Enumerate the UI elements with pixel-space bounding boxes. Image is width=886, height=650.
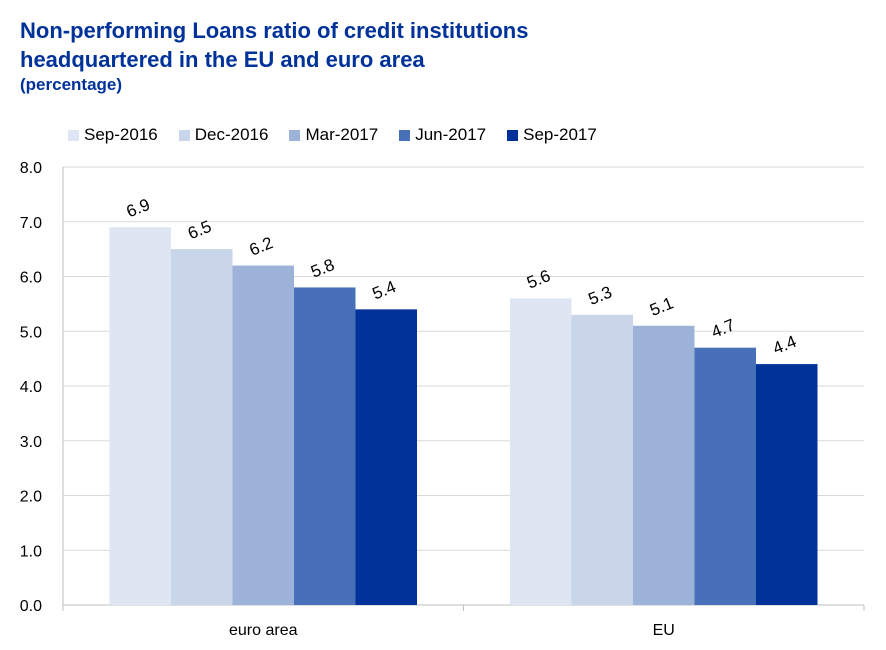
legend-label: Sep-2016 [84,125,158,144]
bar-mar-2017-euro-area [232,265,294,605]
y-tick-label: 7.0 [20,215,42,232]
data-label: 5.6 [524,266,553,292]
y-tick-label: 2.0 [20,489,42,506]
legend-swatch [507,129,519,141]
legend-label: Jun-2017 [415,125,487,144]
chart-title-line1: Non-performing Loans ratio of credit ins… [20,18,529,43]
data-label: 6.2 [247,233,276,259]
chart-subtitle: (percentage) [20,75,123,94]
bar-sep-2017-euro-area [355,309,417,605]
y-tick-label: 4.0 [20,379,42,396]
legend-item-dec-2016: Dec-2016 [178,125,269,145]
bar-dec-2016-euro-area [171,249,233,605]
bar-dec-2016-eu [571,314,633,605]
bar-jun-2017-eu [694,347,756,605]
y-tick-label: 3.0 [20,434,42,451]
legend-item-sep-2017: Sep-2017 [507,125,597,145]
legend-item-sep-2016: Sep-2016 [68,125,158,145]
legend-swatch [289,129,301,141]
legend: Sep-2016 Dec-2016 Mar-2017 Jun-2017 Sep-… [68,125,618,145]
data-label: 6.9 [124,195,153,221]
y-tick-label: 1.0 [20,543,42,560]
bar-sep-2016-eu [510,298,572,605]
data-label: 5.8 [308,255,337,281]
data-label: 4.4 [770,332,799,358]
legend-label: Mar-2017 [305,125,379,144]
legend-label: Sep-2017 [523,125,597,144]
y-tick-label: 8.0 [20,160,42,177]
data-label: 6.5 [185,217,214,243]
legend-swatch [399,129,411,141]
x-category-label: EU [653,622,675,639]
y-tick-label: 5.0 [20,324,42,341]
legend-label: Dec-2016 [194,125,269,144]
y-tick-label: 0.0 [20,598,42,615]
legend-swatch [68,129,79,141]
bar-jun-2017-euro-area [294,287,356,605]
data-label: 4.7 [709,315,738,341]
chart-title: Non-performing Loans ratio of credit ins… [20,16,528,74]
bar-sep-2017-eu [756,364,818,605]
legend-swatch [178,129,190,141]
data-label: 5.3 [586,282,615,308]
chart-title-line2: headquartered in the EU and euro area [20,47,425,72]
bar-sep-2016-euro-area [109,227,171,605]
legend-item-mar-2017: Mar-2017 [289,125,378,145]
data-label: 5.4 [370,277,399,303]
data-label: 5.1 [647,293,676,319]
x-category-label: euro area [229,622,298,639]
y-tick-label: 6.0 [20,270,42,287]
bar-mar-2017-eu [633,325,695,605]
legend-item-jun-2017: Jun-2017 [399,125,486,145]
